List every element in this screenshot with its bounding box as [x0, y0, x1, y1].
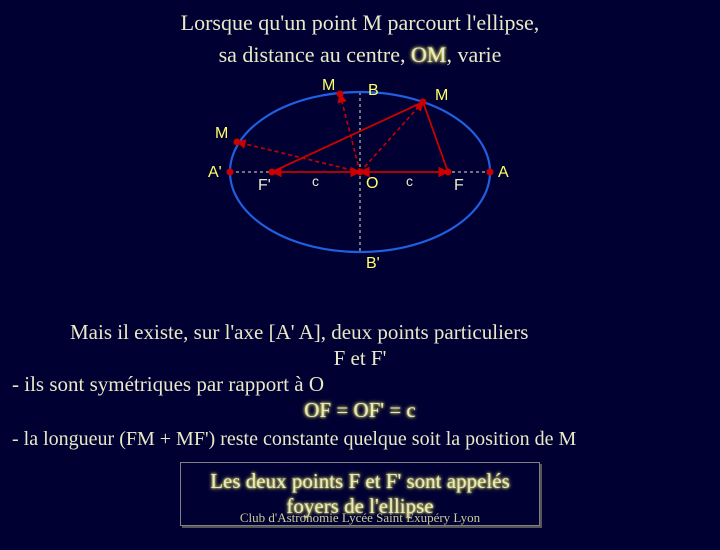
ellipse-diagram: M M M B B' A A' O F F' c c — [190, 72, 530, 282]
body-line-1: Mais il existe, sur l'axe [A' A], deux p… — [70, 320, 528, 345]
title-line-1: Lorsque qu'un point M parcourt l'ellipse… — [0, 10, 720, 36]
svg-text:A: A — [498, 164, 509, 181]
footer-text: Club d'Astronomie Lycée Saint Exupéry Ly… — [0, 510, 720, 526]
svg-text:O: O — [366, 175, 378, 192]
body-line-3: - ils sont symétriques par rapport à O — [12, 372, 324, 397]
title-line-2: sa distance au centre, OM, varie — [0, 42, 720, 68]
body-line-5: - la longueur (FM + MF') reste constante… — [12, 428, 576, 451]
svg-text:B': B' — [366, 255, 380, 272]
svg-text:B: B — [368, 82, 379, 99]
svg-text:M: M — [215, 125, 228, 142]
svg-text:A': A' — [208, 164, 222, 181]
body-line-2: F et F' — [0, 346, 720, 371]
svg-text:c: c — [406, 173, 413, 189]
svg-text:F: F — [454, 177, 464, 194]
svg-text:c: c — [312, 173, 319, 189]
svg-text:F': F' — [258, 177, 271, 194]
diagram-container: M M M B B' A A' O F F' c c — [0, 72, 720, 282]
title2-om: OM — [411, 42, 446, 67]
body-line-4: OF = OF' = c — [0, 398, 720, 423]
svg-text:M: M — [322, 77, 335, 94]
svg-text:M: M — [435, 87, 448, 104]
title2-suffix: , varie — [446, 42, 501, 67]
title2-prefix: sa distance au centre, — [219, 42, 411, 67]
